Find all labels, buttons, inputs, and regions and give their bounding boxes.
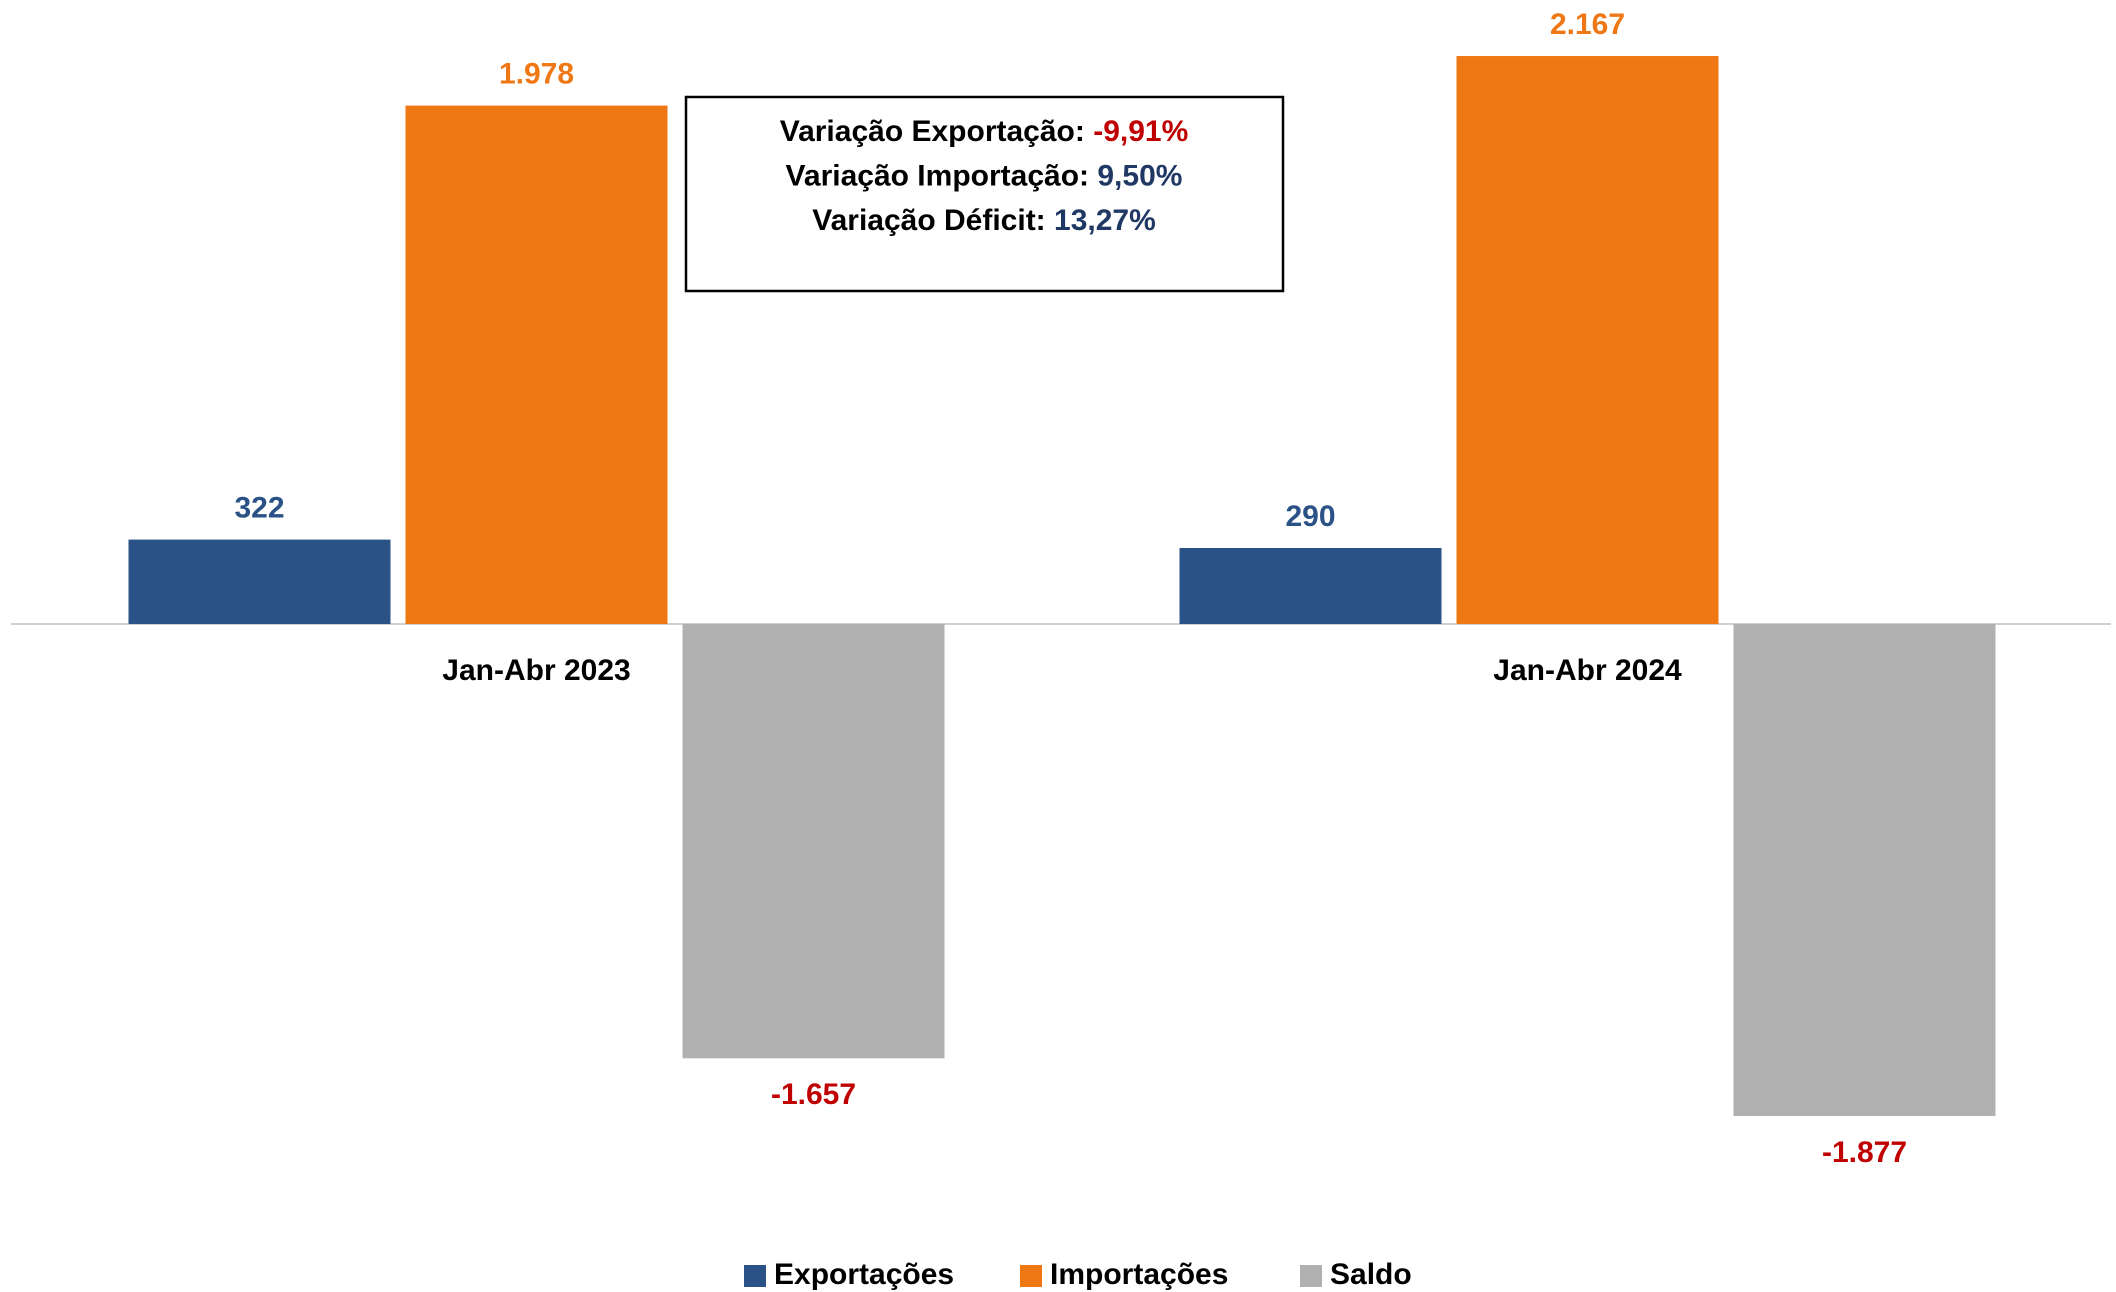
annotation: Variação Importação: 9,50% bbox=[786, 159, 1183, 192]
annotation-value: 9,50% bbox=[1097, 159, 1182, 192]
bar bbox=[1456, 56, 1719, 625]
legend-label: Importações bbox=[1050, 1258, 1228, 1291]
data-label: -1.877 bbox=[1822, 1136, 1907, 1169]
data-label: 2.167 bbox=[1550, 8, 1625, 41]
annotation-value: 13,27% bbox=[1054, 204, 1156, 237]
annotation: Variação Déficit: 13,27% bbox=[812, 204, 1156, 237]
annotation-value: -9,91% bbox=[1093, 115, 1188, 148]
annotation-text: Variação Déficit: bbox=[812, 204, 1045, 237]
legend-swatch bbox=[744, 1265, 766, 1287]
data-label: -1.657 bbox=[771, 1078, 856, 1111]
data-label: 1.978 bbox=[499, 57, 574, 90]
bar bbox=[1179, 547, 1442, 624]
x-tick-label: Jan-Abr 2023 bbox=[442, 654, 630, 687]
x-tick-label: Jan-Abr 2024 bbox=[1493, 654, 1682, 687]
annotation-text: Variação Exportação: bbox=[780, 115, 1085, 148]
annotation: Variação Exportação: -9,91% bbox=[780, 115, 1189, 148]
annotation-box bbox=[684, 95, 1285, 293]
legend-swatch bbox=[1300, 1265, 1322, 1287]
bar bbox=[405, 105, 668, 624]
annotation-text: Variação Importação: bbox=[786, 159, 1089, 192]
bar bbox=[682, 624, 945, 1059]
legend-label: Exportações bbox=[774, 1258, 954, 1291]
bar bbox=[1733, 624, 1996, 1116]
bar bbox=[128, 539, 391, 624]
data-label: 290 bbox=[1285, 500, 1335, 533]
data-label: 322 bbox=[234, 492, 284, 525]
legend-label: Saldo bbox=[1330, 1258, 1412, 1291]
legend-swatch bbox=[1020, 1265, 1042, 1287]
